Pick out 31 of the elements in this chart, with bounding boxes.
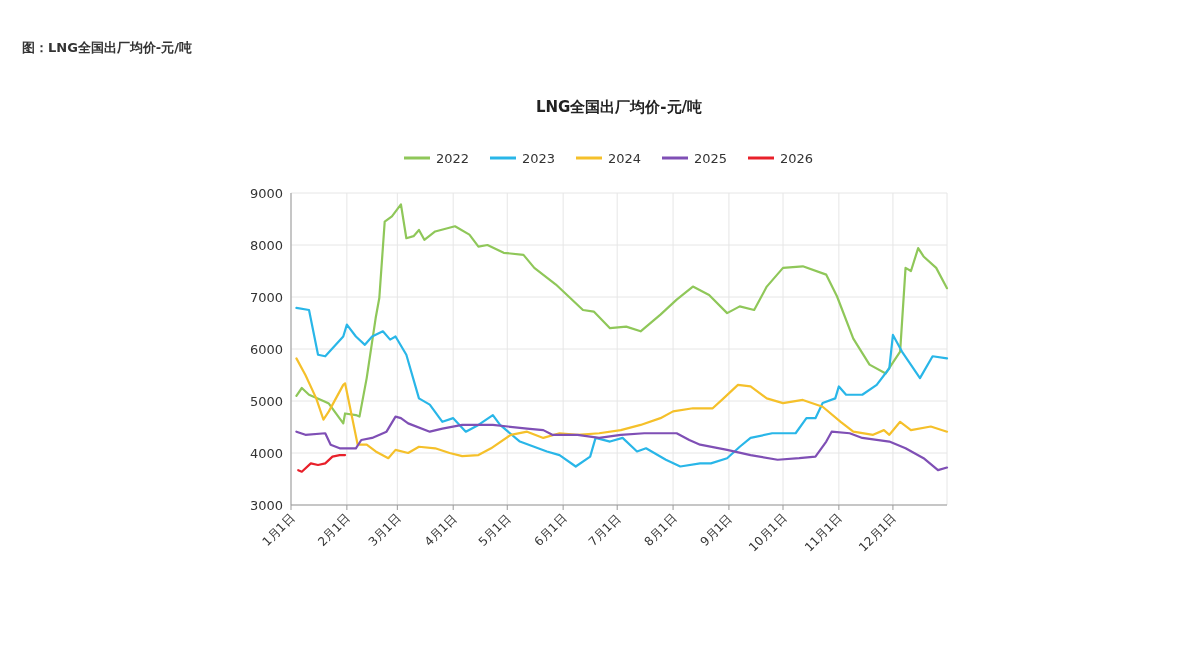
legend-label: 2026	[780, 151, 814, 166]
x-tick-label: 8月1日	[641, 511, 680, 549]
x-tick-label: 4月1日	[421, 511, 460, 549]
line-series	[295, 203, 949, 425]
y-tick-label: 4000	[249, 446, 283, 461]
x-tick-label: 6月1日	[531, 511, 570, 549]
y-tick-label: 3000	[249, 498, 283, 513]
line-series	[295, 306, 949, 468]
y-tick-label: 6000	[249, 342, 283, 357]
text: 图：LNG全国出厂均价-元/吨	[22, 40, 192, 55]
x-tick-label: 12月1日	[855, 511, 900, 555]
legend-label: 2022	[436, 151, 470, 166]
x-tick-label: 11月1日	[801, 511, 845, 555]
x-tick-label: 7月1日	[585, 511, 624, 549]
x-tick-label: 5月1日	[475, 511, 514, 549]
legend-label: 2025	[694, 151, 728, 166]
x-tick-label: 10月1日	[746, 511, 790, 555]
chart-title: LNG全国出厂均价-元/吨	[535, 98, 703, 116]
line-series	[295, 357, 949, 460]
x-tick-label: 2月1日	[315, 511, 353, 549]
y-tick-label: 9000	[249, 186, 283, 201]
x-tick-label: 1月1日	[259, 511, 298, 549]
x-tick-label: 9月1日	[697, 511, 736, 549]
x-tick-label: 3月1日	[365, 511, 404, 549]
legend-label: 2024	[608, 151, 642, 166]
legend-label: 2023	[522, 151, 556, 166]
y-tick-label: 7000	[249, 290, 283, 305]
line-series	[297, 453, 347, 473]
y-tick-label: 8000	[249, 238, 283, 253]
line-series	[295, 415, 949, 472]
y-tick-label: 5000	[249, 394, 283, 409]
